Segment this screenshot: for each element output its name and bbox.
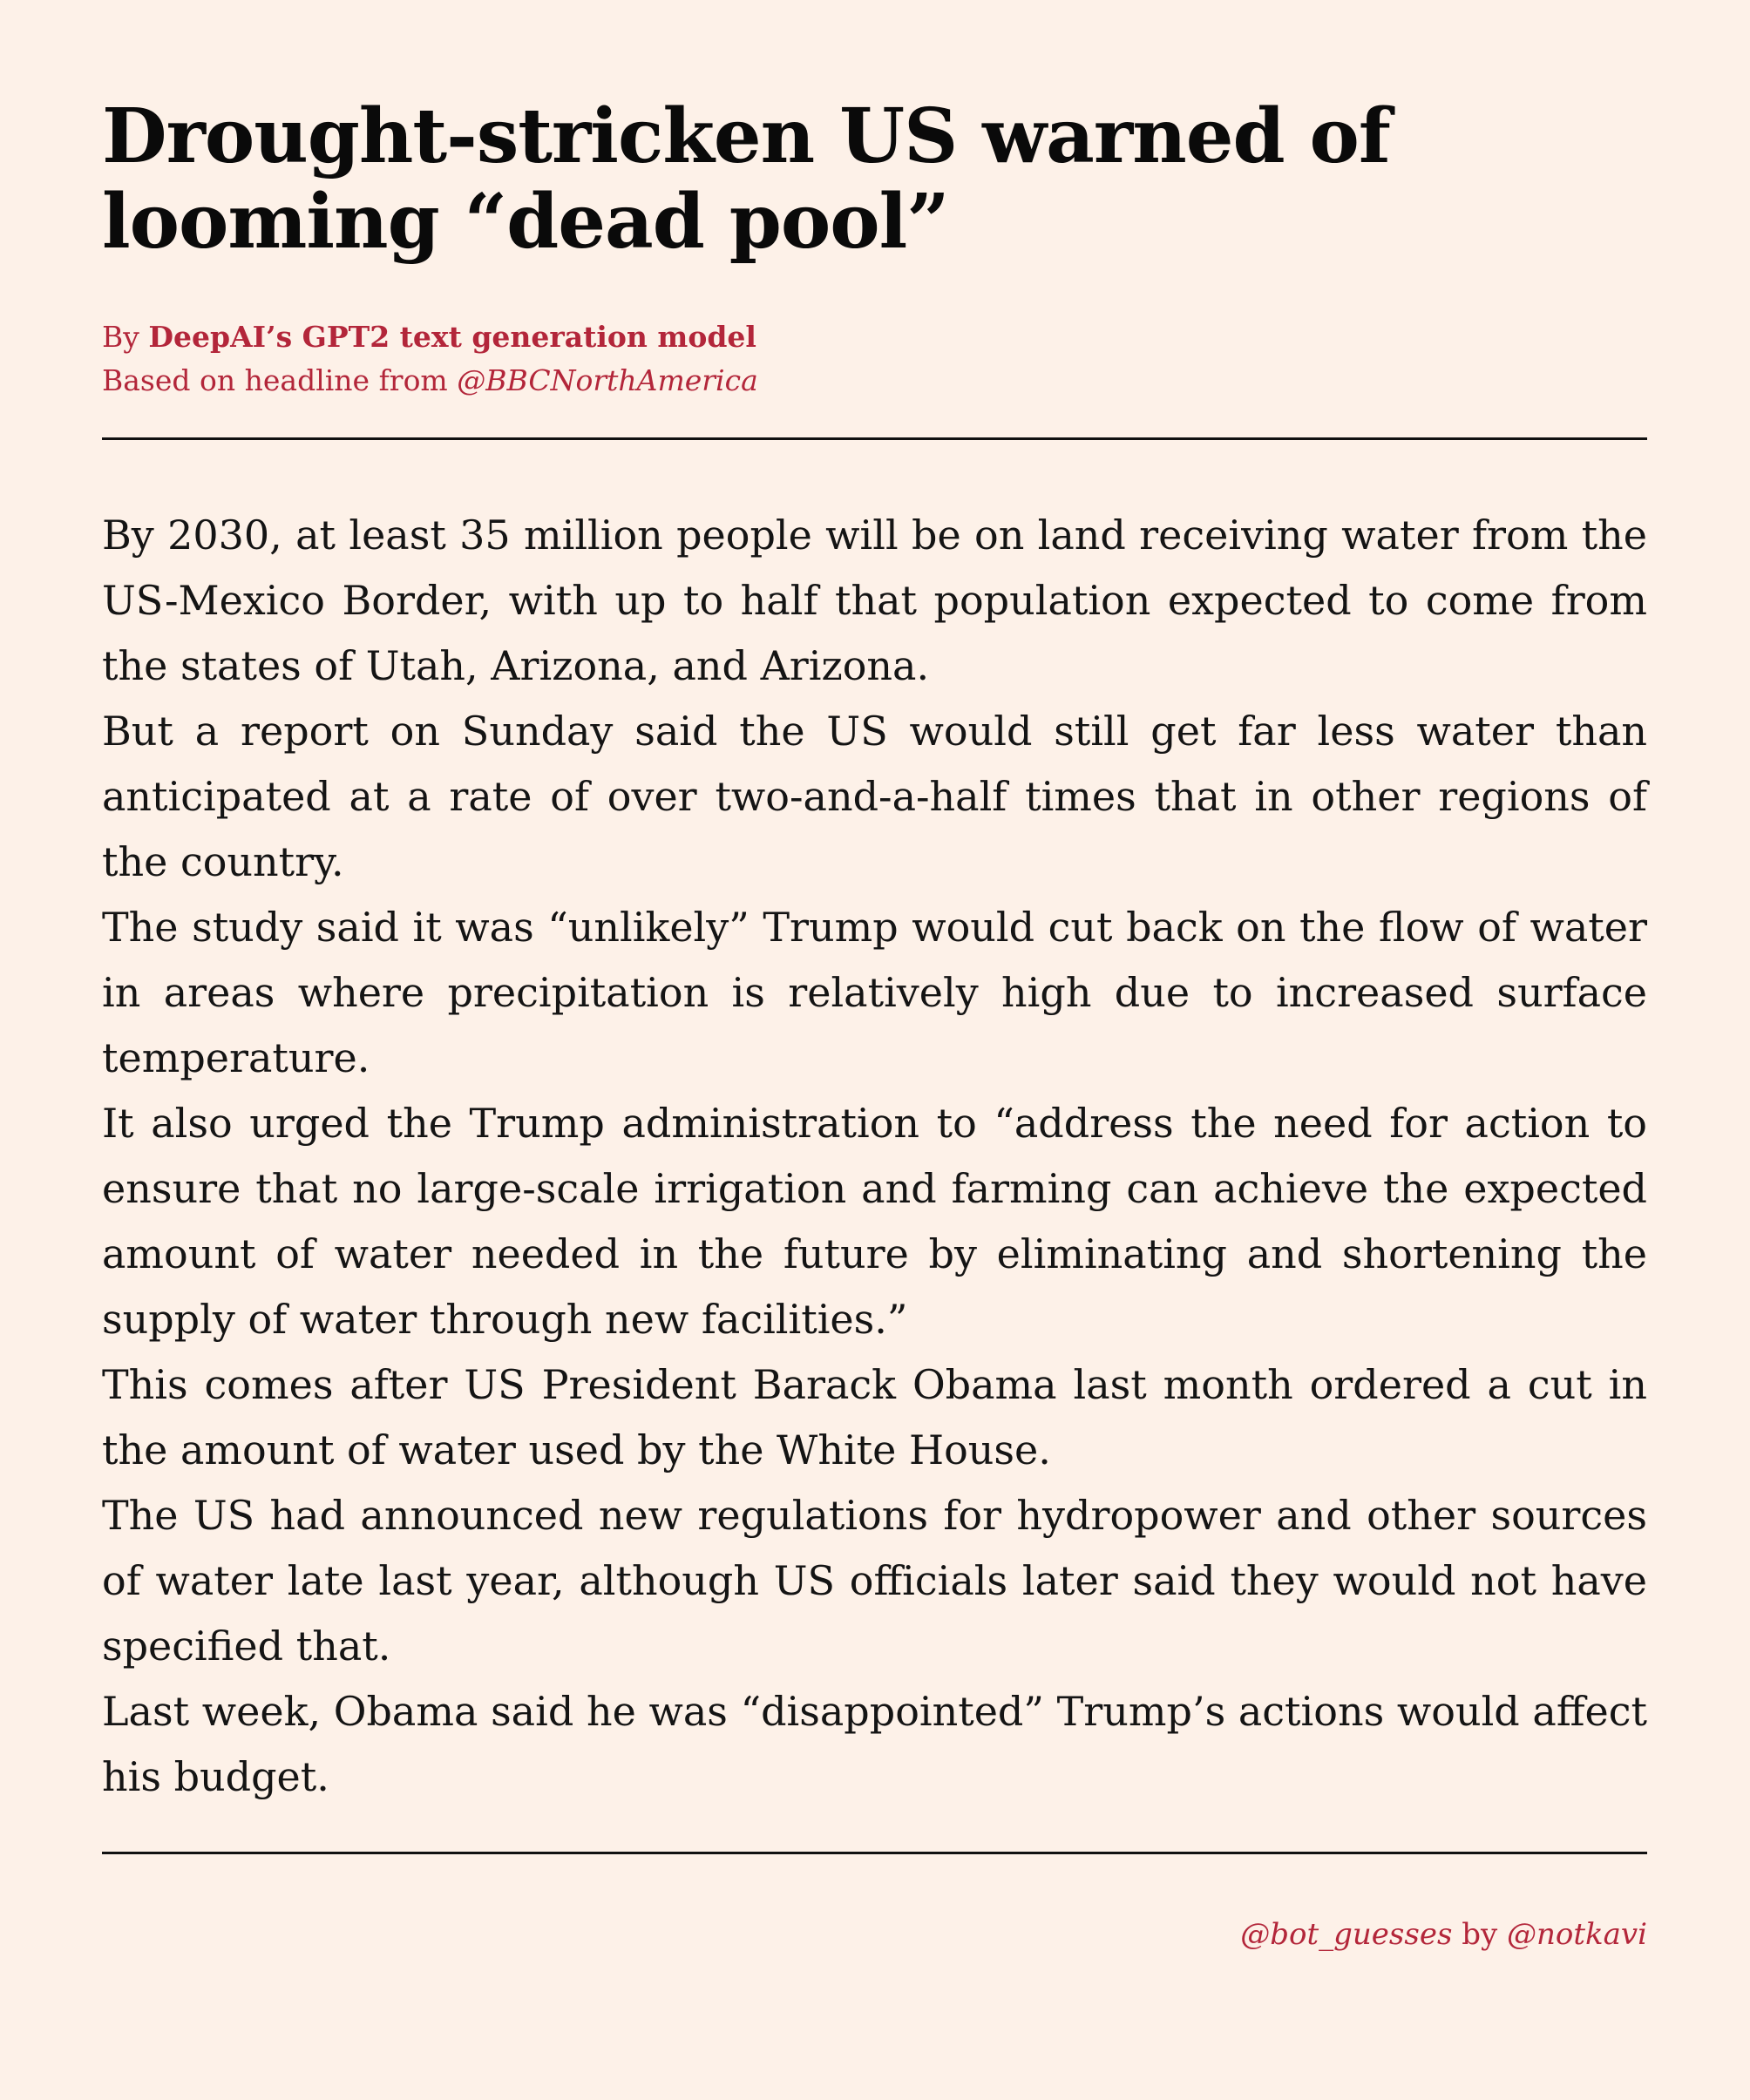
byline: By DeepAI’s GPT2 text generation model B… [102, 315, 1647, 403]
source-prefix: Based on headline from [102, 363, 458, 397]
byline-prefix: By [102, 320, 149, 354]
top-divider [102, 437, 1647, 440]
bot-handle-link[interactable]: @bot_guesses [1240, 1917, 1453, 1952]
paragraph: But a report on Sunday said the US would… [102, 708, 1647, 885]
article: Drought-stricken US warned of looming “d… [102, 94, 1647, 1954]
paragraph: The study said it was “unlikely” Trump w… [102, 904, 1647, 1081]
paragraph: Last week, Obama said he was “disappoint… [102, 1688, 1647, 1800]
paragraph: The US had announced new regulations for… [102, 1492, 1647, 1670]
footer-credit: @bot_guesses by @notkavi [102, 1915, 1647, 1954]
author-name: DeepAI’s GPT2 text generation model [148, 320, 756, 354]
paragraph: By 2030, at least 35 million people will… [102, 511, 1647, 689]
bottom-divider [102, 1852, 1647, 1854]
footer-by: by [1452, 1917, 1507, 1952]
author-line: By DeepAI’s GPT2 text generation model [102, 315, 1647, 359]
paragraph: This comes after US President Barack Oba… [102, 1361, 1647, 1473]
article-title: Drought-stricken US warned of looming “d… [102, 92, 1391, 266]
source-line: Based on headline from @BBCNorthAmerica [102, 359, 1647, 403]
article-body: By 2030, at least 35 million people will… [102, 503, 1647, 1810]
paragraph: It also urged the Trump administration t… [102, 1100, 1647, 1343]
creator-handle-link[interactable]: @notkavi [1507, 1917, 1647, 1952]
source-handle-link[interactable]: @BBCNorthAmerica [457, 363, 758, 397]
